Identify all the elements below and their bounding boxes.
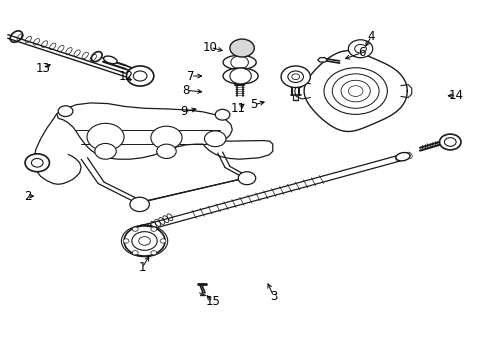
Circle shape	[151, 126, 182, 149]
Circle shape	[439, 134, 460, 150]
Circle shape	[160, 239, 165, 243]
Circle shape	[95, 143, 116, 159]
Circle shape	[238, 172, 255, 185]
Text: 5: 5	[250, 98, 257, 111]
Circle shape	[25, 154, 49, 172]
Ellipse shape	[223, 55, 256, 69]
Circle shape	[331, 74, 378, 108]
Ellipse shape	[395, 153, 409, 161]
Text: 1: 1	[138, 261, 145, 274]
Circle shape	[157, 144, 176, 158]
Circle shape	[58, 106, 73, 117]
Circle shape	[340, 80, 369, 102]
Ellipse shape	[103, 56, 117, 64]
Circle shape	[204, 131, 225, 147]
Text: 13: 13	[36, 62, 51, 75]
Circle shape	[287, 71, 303, 82]
Text: 7: 7	[187, 69, 194, 82]
Text: 8: 8	[182, 84, 189, 97]
Circle shape	[132, 227, 138, 231]
Circle shape	[229, 39, 254, 57]
Ellipse shape	[223, 68, 258, 84]
Circle shape	[151, 227, 157, 231]
Text: 11: 11	[231, 102, 245, 115]
Text: 4: 4	[367, 30, 374, 43]
Ellipse shape	[121, 225, 167, 257]
Circle shape	[87, 123, 124, 150]
Circle shape	[324, 68, 386, 114]
Circle shape	[124, 226, 164, 256]
Text: 9: 9	[180, 105, 187, 118]
Circle shape	[151, 251, 157, 255]
Circle shape	[132, 231, 157, 250]
Circle shape	[126, 66, 154, 86]
Circle shape	[347, 40, 372, 58]
Circle shape	[133, 71, 147, 81]
Text: 3: 3	[269, 290, 277, 303]
Circle shape	[229, 68, 251, 84]
Text: 2: 2	[24, 190, 31, 203]
Circle shape	[281, 66, 310, 87]
Circle shape	[130, 197, 149, 212]
Text: 10: 10	[203, 41, 217, 54]
Text: 6: 6	[357, 46, 365, 59]
Polygon shape	[317, 58, 327, 62]
Circle shape	[132, 251, 138, 255]
Circle shape	[123, 239, 129, 243]
Text: 12: 12	[119, 69, 134, 82]
Text: 14: 14	[448, 89, 463, 102]
Circle shape	[215, 109, 229, 120]
Text: 15: 15	[205, 296, 220, 309]
